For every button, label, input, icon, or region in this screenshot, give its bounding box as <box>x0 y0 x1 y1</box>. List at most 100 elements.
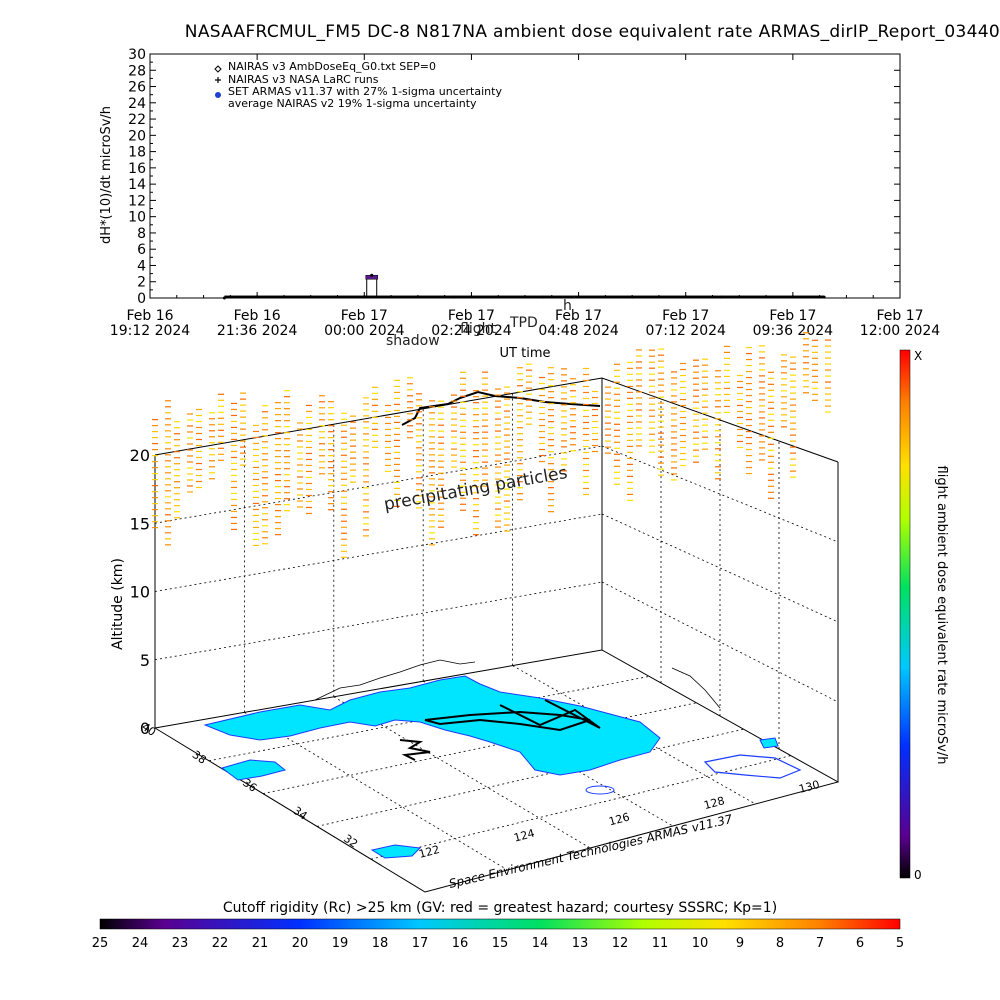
x-tick-label-time: 02:24 2024 <box>431 323 512 339</box>
grid-3d <box>154 393 839 871</box>
lon-tick-label: 130 <box>797 778 821 796</box>
grid-floor-lon <box>512 665 756 805</box>
colorbar-right: X 0 flight ambient dose equivalent rate … <box>899 349 949 882</box>
x-tick-label-date: Feb 17 <box>448 308 495 324</box>
top-series <box>222 273 826 300</box>
top-edges <box>154 377 839 463</box>
y-tick-label: 28 <box>128 63 146 79</box>
colorbar-right-bottom: 0 <box>914 868 922 882</box>
x-tick-label-date: Feb 16 <box>234 308 281 324</box>
series-point <box>630 295 634 299</box>
credit-line: Space Environment Technologies ARMAS v11… <box>448 812 735 891</box>
colorbar-bottom-tick: 11 <box>652 936 669 951</box>
annotation-flight: flight <box>460 321 496 337</box>
colorbar-bottom-tick: 17 <box>412 936 429 951</box>
legend-entry-set-armas: SET ARMAS v11.37 with 27% 1-sigma uncert… <box>228 85 502 98</box>
colorbar-right-gradient <box>899 349 911 879</box>
legend-entry-nairas-v3: NAIRAS v3 AmbDoseEq_G0.txt SEP=0 <box>228 60 436 73</box>
land-island <box>759 737 779 749</box>
y-tick-label: 2 <box>137 275 146 291</box>
y-tick-label: 6 <box>137 242 146 258</box>
colorbar-bottom-tick: 21 <box>252 936 269 951</box>
series-point <box>452 295 456 299</box>
lat-tick-label: 32 <box>341 832 360 851</box>
colorbar-bottom-tick: 13 <box>572 936 589 951</box>
legend-symbol-diamond <box>214 65 222 73</box>
colorbar-bottom-tick: 22 <box>212 936 229 951</box>
colorbar-right-top: X <box>914 349 922 363</box>
lon-tick-label: 124 <box>512 827 536 845</box>
grid-line-left-wall <box>154 513 603 592</box>
x-tick-label-date: Feb 17 <box>341 308 388 324</box>
coast-japan <box>703 754 802 779</box>
precipitating-particles-field <box>152 332 831 558</box>
colorbar-bottom-tick: 5 <box>896 936 904 951</box>
grid-floor-lon <box>244 712 508 871</box>
colorbar-bottom-tick: 8 <box>776 936 784 951</box>
colorbar-right-label: flight ambient dose equivalent rate micr… <box>934 466 949 765</box>
colorbar-bottom-tick: 23 <box>172 936 189 951</box>
shadow-hatch <box>314 659 721 709</box>
z-tick-label: 20 <box>130 446 150 465</box>
y-tick-label: 20 <box>128 128 146 144</box>
legend-symbol-plus <box>215 77 221 83</box>
x-tick-label-time: 12:00 2024 <box>860 323 941 339</box>
legend: NAIRAS v3 AmbDoseEq_G0.txt SEP=0 NAIRAS … <box>214 60 502 110</box>
y-tick-label: 8 <box>137 226 146 242</box>
grid-line-left-wall <box>154 445 603 524</box>
y-tick-label: 14 <box>128 177 146 193</box>
series-point <box>822 295 826 299</box>
series-point <box>541 295 545 299</box>
annotation-shadow: shadow <box>386 333 440 349</box>
colorbar-bottom-tick: 6 <box>856 936 864 951</box>
coast-jeju <box>585 785 615 795</box>
annotation-h: h <box>563 298 572 314</box>
series-point <box>370 273 374 277</box>
y-tick-label: 12 <box>128 193 146 209</box>
colorbar-bottom-tick: 12 <box>612 936 629 951</box>
y-tick-label: 24 <box>128 96 146 112</box>
y-tick-label: 4 <box>137 258 146 274</box>
flight-track-ground <box>399 699 601 761</box>
x-tick-label-date: Feb 17 <box>662 308 709 324</box>
x-tick-label-time: 00:00 2024 <box>324 323 405 339</box>
y-tick-label: 10 <box>128 210 146 226</box>
z-axis: 0 5 10 15 20 <box>130 446 150 738</box>
x-tick-label-time: 21:36 2024 <box>217 323 298 339</box>
lon-axis: 122 124 126 128 130 <box>417 778 821 861</box>
x-tick-label-date: Feb 17 <box>876 308 923 324</box>
lon-tick-label: 128 <box>702 794 726 812</box>
grid-line-right-wall <box>601 581 839 703</box>
colorbar-bottom-tick: 10 <box>692 936 709 951</box>
grid-floor-lat <box>262 702 697 794</box>
land-shandong <box>220 759 287 781</box>
y-tick-label: 22 <box>128 112 146 128</box>
colorbar-bottom-ticks: 25 24 23 22 21 20 19 18 17 16 15 14 13 12 11 10 9 8 7 6 5 <box>92 936 904 951</box>
z-tick-label: 15 <box>130 514 150 533</box>
colorbar-bottom-tick: 25 <box>92 936 109 951</box>
z-tick-label: 10 <box>130 583 150 602</box>
series-baseline-band <box>224 295 825 298</box>
x-tick-label-date: Feb 16 <box>126 308 173 324</box>
colorbar-bottom-tick: 18 <box>372 936 389 951</box>
x-tick-label-time: 09:36 2024 <box>753 323 834 339</box>
z-tick-label: 0 <box>140 719 150 738</box>
legend-entry-nairas-larc: NAIRAS v3 NASA LaRC runs <box>228 73 379 86</box>
colorbar-bottom-tick: 16 <box>452 936 469 951</box>
y-tick-label: 16 <box>128 161 146 177</box>
grid-floor-lon <box>422 680 674 827</box>
colorbar-bottom-tick: 9 <box>736 936 744 951</box>
grid-line-left-wall <box>154 581 603 661</box>
series-point <box>362 295 366 299</box>
colorbar-bottom-tick: 24 <box>132 936 149 951</box>
colorbar-bottom: Cutoff rigidity (Rc) >25 km (GV: red = g… <box>92 900 904 951</box>
colorbar-bottom-label: Cutoff rigidity (Rc) >25 km (GV: red = g… <box>223 900 777 916</box>
colorbar-bottom-tick: 14 <box>532 936 549 951</box>
series-point <box>719 295 723 299</box>
y-tick-label: 0 <box>137 291 146 307</box>
grid-line-right-wall <box>601 513 839 623</box>
